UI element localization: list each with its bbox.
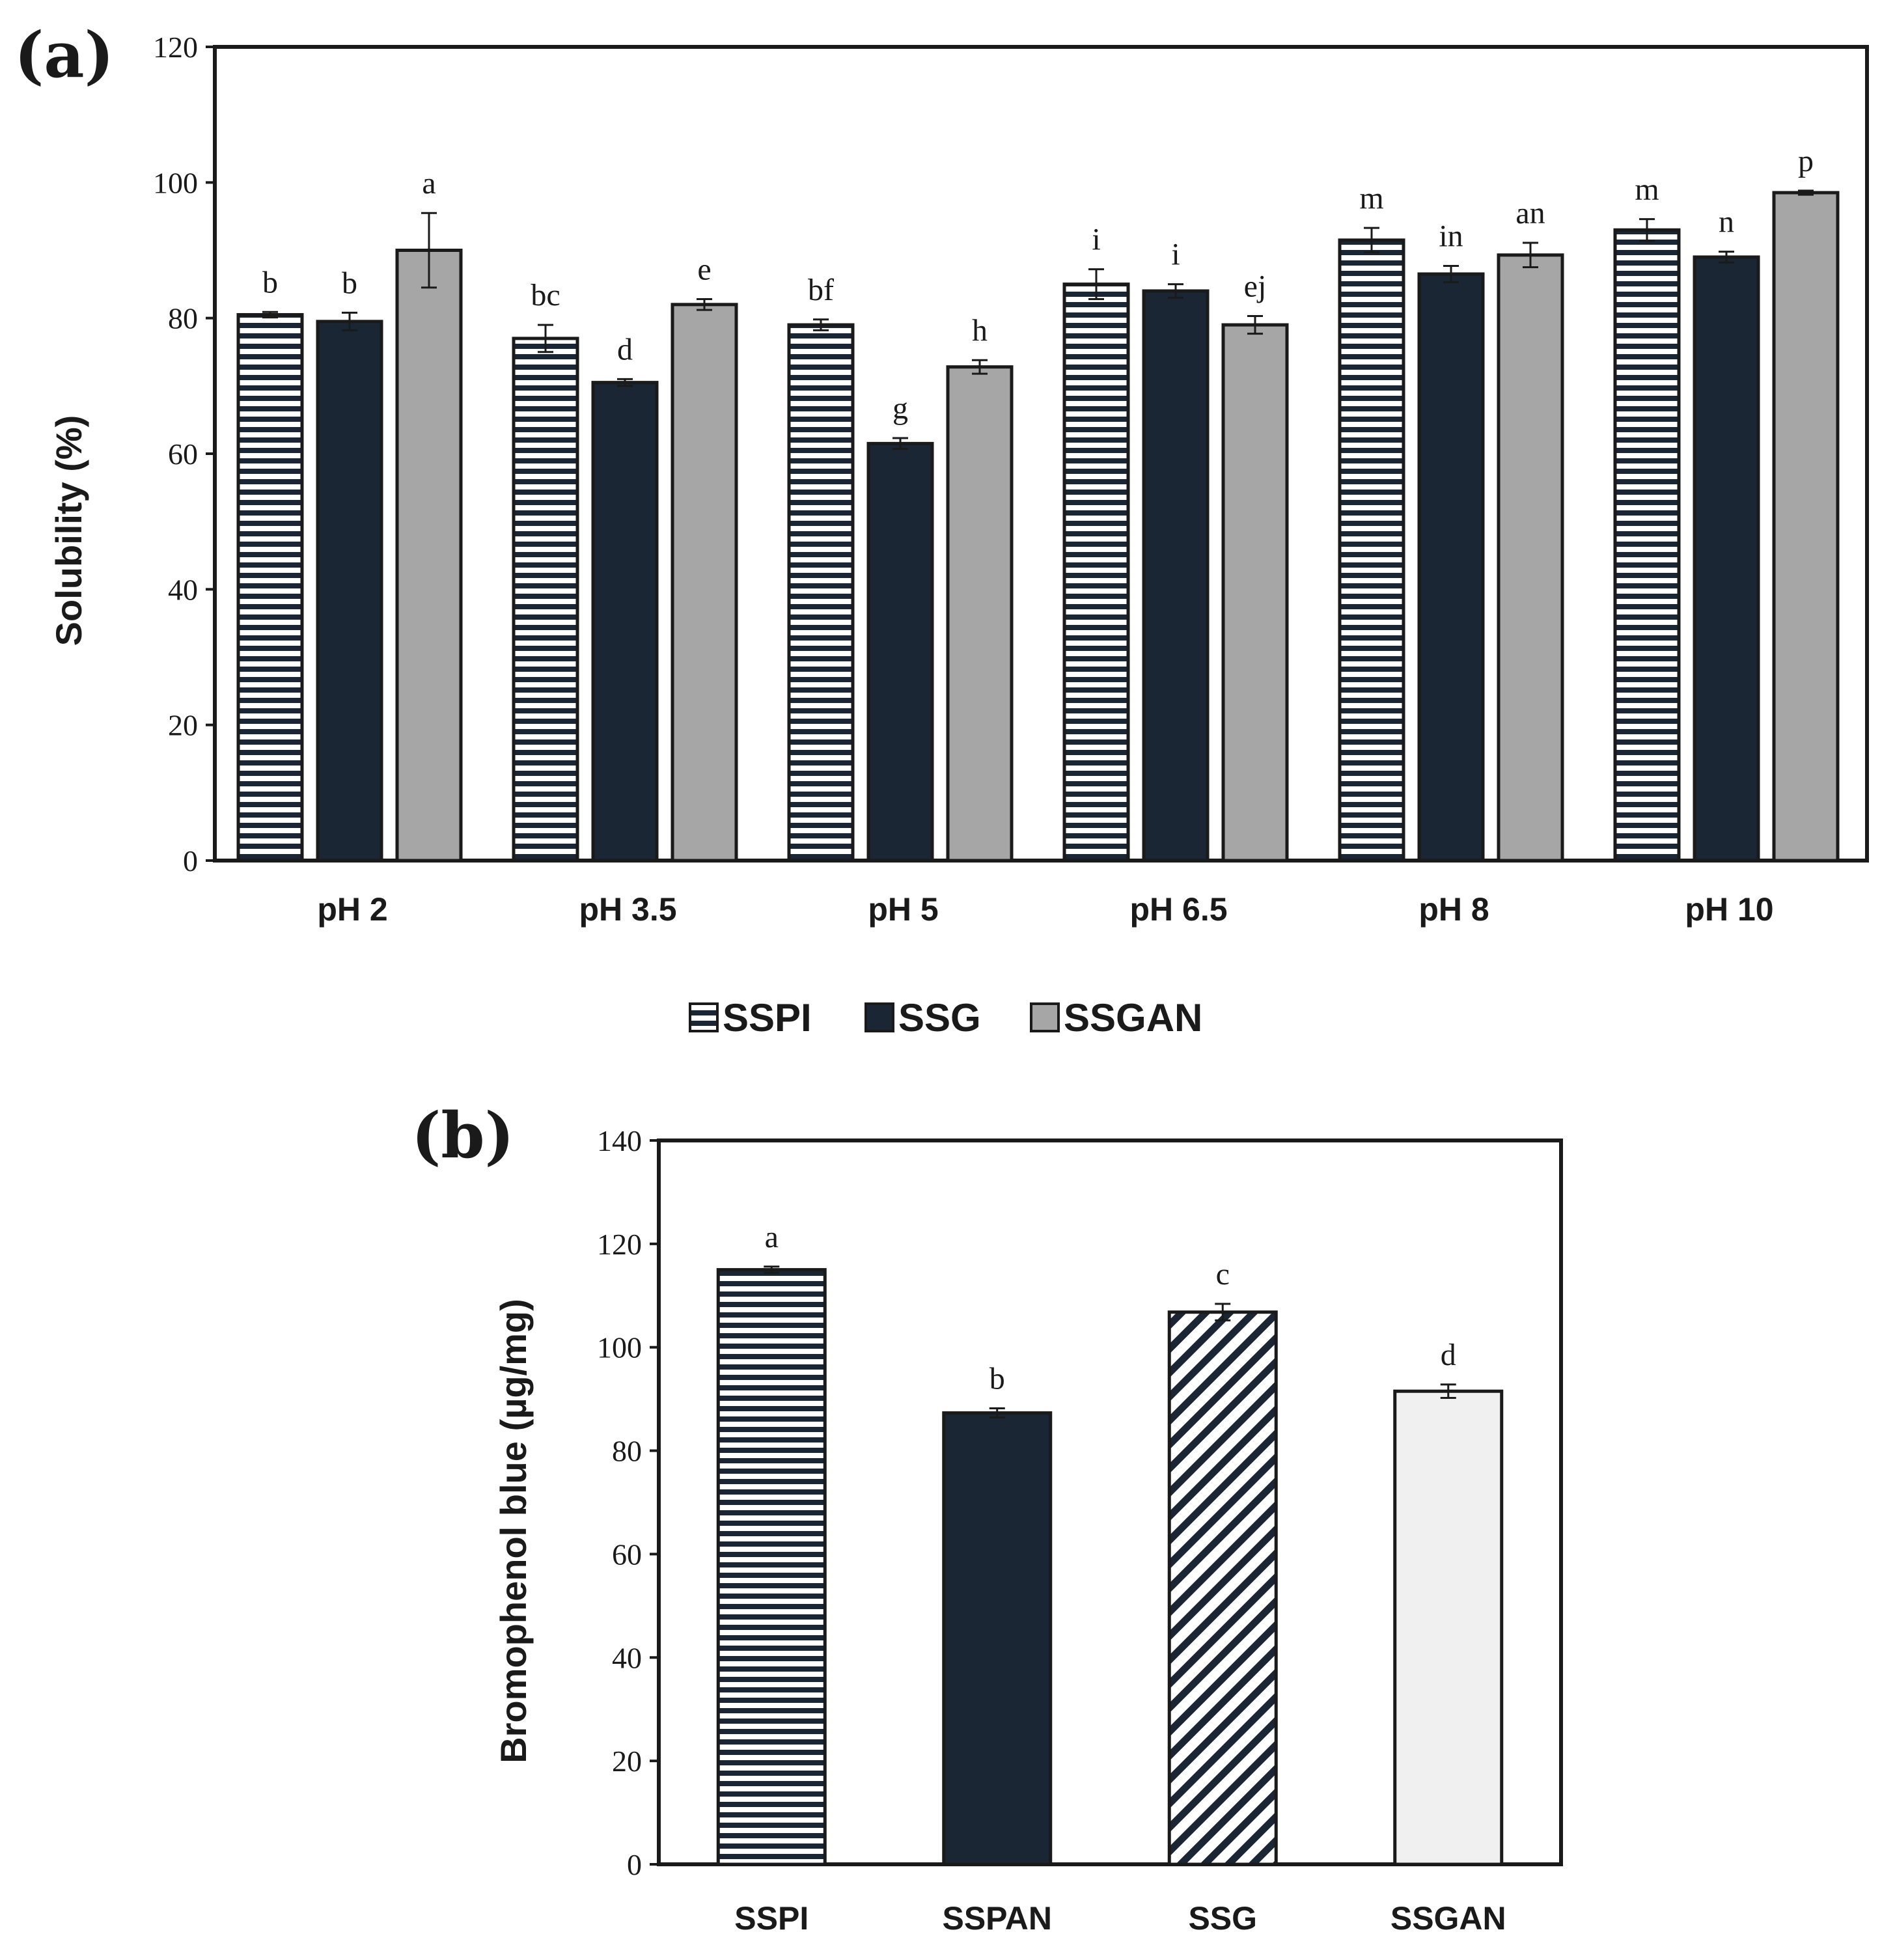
- bar-a-4-1: [1417, 272, 1485, 863]
- y-tick-label-b-20: 20: [612, 1745, 642, 1778]
- bar-a-4-0: [1338, 238, 1405, 863]
- plot-frame-b: [657, 1139, 1563, 1866]
- y-tick-label-a-40: 40: [168, 573, 198, 606]
- legend-label-ssgan: SSGAN: [1064, 996, 1202, 1040]
- significance-letter-b-1: b: [989, 1361, 1005, 1396]
- bar-a-5-2: [1772, 191, 1840, 863]
- bar-a-2-1: [866, 441, 934, 863]
- chart-b: (b) Bromophenol blue (µg/mg) 0 20 40 60 80 10…: [411, 1099, 1563, 1937]
- y-axis-title-b: Bromophenol blue (µg/mg): [493, 1299, 534, 1763]
- y-axis-title-a: Solubility (%): [48, 415, 89, 646]
- bar-a-4-2: [1497, 253, 1564, 863]
- bar-a-0-2: [395, 249, 463, 863]
- panel-label-b: (b): [411, 1099, 514, 1172]
- significance-letter-a-2-1: g: [892, 391, 908, 426]
- bars-b: a b c d: [716, 1220, 1504, 1866]
- y-tick-label-a-20: 20: [168, 709, 198, 742]
- category-label-b-0: SSPI: [734, 1900, 809, 1937]
- y-tick-label-b-0: 0: [627, 1848, 642, 1881]
- y-tick-label-a-100: 100: [153, 166, 198, 199]
- category-labels-a: pH 2 pH 3.5 pH 5 pH 6.5 pH 8 pH 10: [317, 891, 1773, 928]
- chart-a: (a) Solubility (%) 0 20 40 60 80 100 120 b b a bc…: [14, 18, 1869, 1040]
- category-label-a-1: pH 3.5: [579, 891, 676, 928]
- bar-a-5-0: [1613, 228, 1681, 863]
- significance-letter-a-3-1: i: [1171, 238, 1180, 272]
- significance-letter-a-0-0: b: [262, 265, 278, 299]
- legend-label-sspi: SSPI: [723, 996, 812, 1040]
- bar-a-2-2: [946, 365, 1014, 863]
- y-tick-label-a-0: 0: [183, 844, 198, 877]
- bar-a-3-1: [1142, 289, 1210, 863]
- significance-letter-a-0-2: a: [422, 166, 436, 200]
- significance-letter-a-1-1: d: [617, 332, 633, 366]
- category-label-a-4: pH 8: [1418, 891, 1489, 928]
- axes-b: 0 20 40 60 80 100 120 140: [597, 1124, 1563, 1881]
- bar-a-1-2: [671, 303, 738, 863]
- bar-b-3: [1393, 1389, 1504, 1866]
- legend-label-ssg: SSG: [898, 996, 981, 1040]
- significance-letter-a-5-0: m: [1635, 173, 1659, 207]
- significance-letter-a-4-0: m: [1359, 181, 1383, 215]
- significance-letter-a-2-0: bf: [808, 273, 834, 307]
- significance-letter-a-4-1: in: [1439, 219, 1463, 253]
- y-tick-label-a-80: 80: [168, 302, 198, 335]
- significance-letter-a-1-2: e: [697, 253, 711, 287]
- panel-label-a: (a): [14, 18, 114, 92]
- category-label-b-1: SSPAN: [942, 1900, 1052, 1937]
- significance-letter-a-2-2: h: [972, 313, 988, 348]
- bar-a-0-0: [236, 312, 304, 863]
- legend-a: SSPI SSG SSGAN: [689, 996, 1202, 1040]
- significance-letter-b-2: c: [1216, 1257, 1230, 1291]
- y-axis-title-a-group: Solubility (%): [48, 415, 89, 646]
- significance-letter-a-4-2: an: [1515, 196, 1545, 230]
- bar-a-2-0: [787, 323, 855, 863]
- bar-a-3-2: [1221, 323, 1289, 863]
- y-tick-label-b-40: 40: [612, 1641, 642, 1674]
- bar-a-1-1: [591, 381, 659, 863]
- category-label-b-2: SSG: [1188, 1900, 1257, 1937]
- bar-b-2: [1167, 1310, 1278, 1866]
- bar-a-3-0: [1062, 283, 1130, 863]
- bar-a-1-0: [512, 337, 579, 863]
- bar-a-0-1: [316, 320, 383, 863]
- axes-a: 0 20 40 60 80 100 120: [153, 31, 1869, 877]
- legend-swatch-sspi: [689, 1002, 719, 1032]
- category-label-a-2: pH 5: [868, 891, 938, 928]
- significance-letter-b-0: a: [765, 1220, 779, 1254]
- significance-letter-a-5-2: p: [1798, 144, 1814, 178]
- legend-swatch-ssgan: [1030, 1002, 1060, 1032]
- significance-letter-a-0-1: b: [342, 266, 357, 300]
- significance-letter-a-1-0: bc: [531, 278, 560, 312]
- bar-a-5-1: [1693, 255, 1760, 863]
- bars-a: b b a bc d e bf g h i i ej m in an m n p: [236, 144, 1840, 863]
- category-label-a-0: pH 2: [317, 891, 387, 928]
- significance-letter-b-3: d: [1441, 1338, 1456, 1372]
- category-label-a-3: pH 6.5: [1129, 891, 1227, 928]
- y-axis-title-b-group: Bromophenol blue (µg/mg): [493, 1299, 534, 1763]
- significance-letter-a-3-2: ej: [1244, 269, 1267, 304]
- y-tick-label-b-140: 140: [597, 1124, 642, 1157]
- significance-letter-a-3-0: i: [1092, 223, 1100, 257]
- category-labels-b: SSPI SSPAN SSG SSGAN: [734, 1900, 1506, 1937]
- y-tick-label-a-60: 60: [168, 437, 198, 471]
- y-tick-label-b-120: 120: [597, 1228, 642, 1261]
- bar-b-0: [716, 1268, 827, 1866]
- significance-letter-a-5-1: n: [1719, 205, 1734, 240]
- y-tick-label-b-80: 80: [612, 1435, 642, 1468]
- y-tick-label-a-120: 120: [153, 31, 198, 64]
- y-tick-label-b-60: 60: [612, 1538, 642, 1571]
- legend-swatch-ssg: [865, 1002, 894, 1032]
- bar-b-1: [942, 1411, 1053, 1866]
- y-tick-label-b-100: 100: [597, 1331, 642, 1364]
- category-label-b-3: SSGAN: [1390, 1900, 1506, 1937]
- category-label-a-5: pH 10: [1685, 891, 1773, 928]
